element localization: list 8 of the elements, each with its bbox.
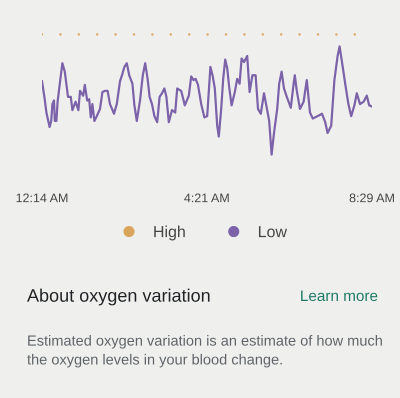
- text: About oxygen variation: [27, 288, 210, 306]
- legend-label: High: [154, 226, 185, 240]
- legend-label: Low: [258, 226, 288, 238]
- x-tick-label: 12:14 AM: [16, 193, 68, 202]
- x-tick-label: 4:21 AM: [184, 193, 229, 202]
- text: Estimated oxygen variation is an estimate of how much the oxygen levels in your blood change.: [27, 335, 382, 368]
- text: Learn more: [301, 290, 378, 302]
- x-tick-label: 8:29 AM: [350, 193, 394, 202]
